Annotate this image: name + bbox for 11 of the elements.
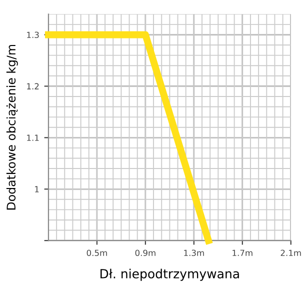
x-tick-label: 1.3m bbox=[184, 250, 204, 256]
y-tick-label: 1.3 bbox=[27, 32, 39, 38]
y-tick-label: 1.2 bbox=[27, 83, 39, 90]
y-tick-label: 1.1 bbox=[27, 134, 39, 141]
x-tick-label: 1.7m bbox=[232, 250, 252, 256]
x-tick-label: 0.9m bbox=[135, 250, 156, 256]
y-tick-label: 1 bbox=[35, 186, 39, 192]
y-axis-title: Dodatkowe obciążenie kg/m bbox=[6, 44, 18, 210]
x-tick-label: 0.5m bbox=[86, 250, 107, 256]
x-axis-title: Dł. niepodtrzymywana bbox=[100, 268, 239, 281]
x-tick-label: 2.1m bbox=[280, 250, 301, 256]
